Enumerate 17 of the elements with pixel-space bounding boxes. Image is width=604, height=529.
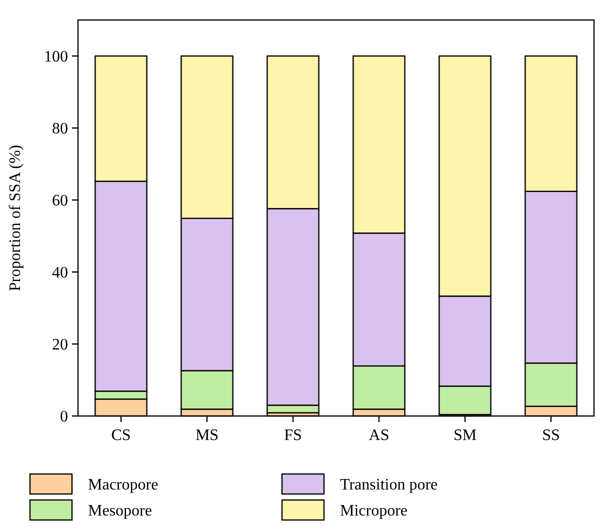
y-tick-label: 20 (52, 336, 68, 354)
legend-label: Transition pore (340, 476, 438, 494)
y-tick-label: 0 (60, 408, 68, 426)
y-tick-label: 40 (52, 264, 68, 282)
legend-label: Macropore (88, 476, 158, 494)
legend-label: Mesopore (88, 502, 152, 520)
y-axis-title: Proportion of SSA (%) (7, 144, 24, 292)
legend-label: Micropore (340, 502, 408, 520)
y-tick-label: 60 (52, 192, 68, 210)
y-tick-label: 80 (52, 120, 68, 138)
x-tick-label: SM (453, 427, 477, 444)
x-tick-label: MS (195, 427, 219, 444)
x-tick-label: SS (542, 427, 560, 444)
x-tick-label: FS (284, 427, 302, 444)
x-tick-label: AS (368, 427, 390, 444)
x-tick-label: CS (111, 427, 131, 444)
y-tick-label: 100 (44, 48, 68, 66)
